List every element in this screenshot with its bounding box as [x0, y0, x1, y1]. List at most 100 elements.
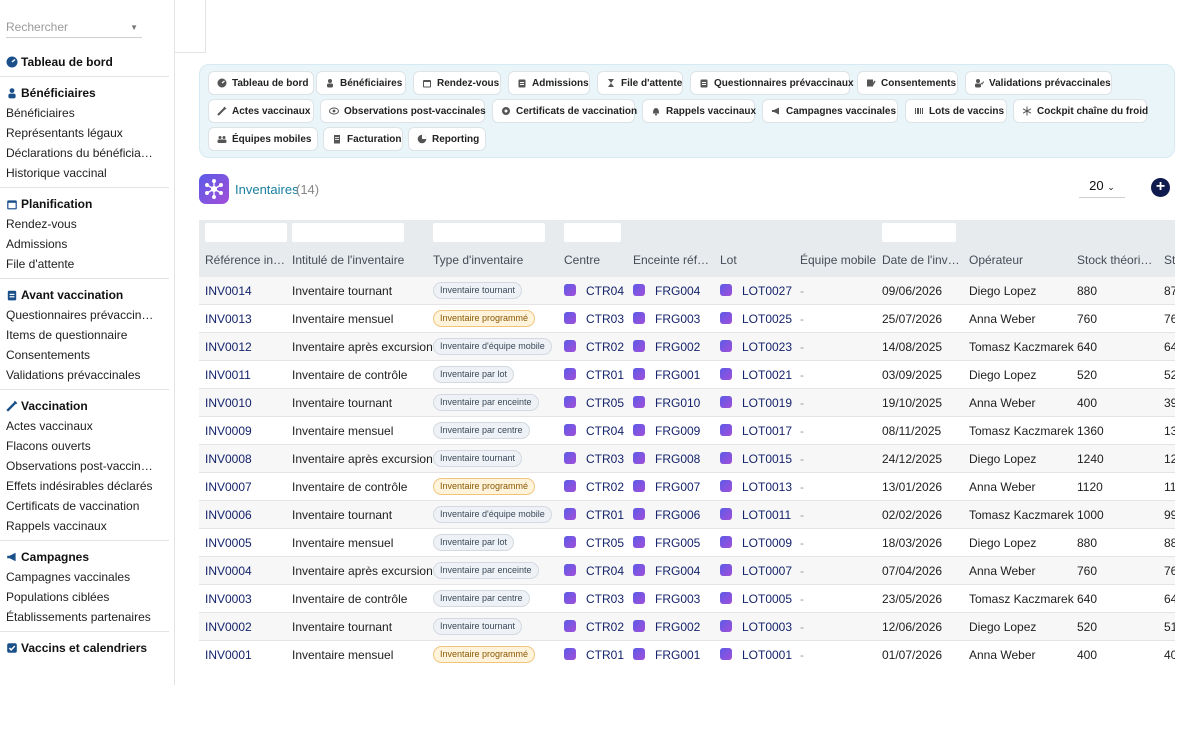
reference-link[interactable]: INV0014 [205, 284, 252, 298]
lot-link[interactable]: LOT0001 [742, 648, 793, 662]
sidebar-section-4[interactable]: Campagnes [0, 547, 169, 567]
sidebar-item[interactable]: Items de questionnaire [6, 328, 128, 342]
sidebar-section-2[interactable]: Avant vaccination [0, 285, 169, 305]
sidebar-item[interactable]: Actes vaccinaux [6, 419, 93, 433]
sidebar-item[interactable]: Déclarations du bénéficia… [6, 146, 153, 160]
chevron-down-icon[interactable]: ▼ [130, 23, 138, 32]
column-filter-input[interactable] [564, 223, 621, 242]
enclosure-link[interactable]: FRG001 [655, 648, 701, 662]
quick-link-button[interactable]: Rendez-vous [413, 71, 501, 95]
table-row[interactable]: INV0004 Inventaire après excursion Inventa… [199, 557, 1175, 585]
centre-link[interactable]: CTR03 [586, 452, 625, 466]
column-header[interactable]: Centre [564, 253, 601, 267]
enclosure-link[interactable]: FRG003 [655, 312, 701, 326]
reference-link[interactable]: INV0013 [205, 312, 252, 326]
enclosure-link[interactable]: FRG007 [655, 480, 701, 494]
enclosure-link[interactable]: FRG002 [655, 340, 701, 354]
lot-link[interactable]: LOT0021 [742, 368, 793, 382]
quick-link-button[interactable]: Cockpit chaîne du froid [1013, 99, 1148, 123]
enclosure-link[interactable]: FRG008 [655, 452, 701, 466]
table-row[interactable]: INV0009 Inventaire mensuel Inventaire par … [199, 417, 1175, 445]
sidebar-item[interactable]: Bénéficiaires [6, 106, 75, 120]
sidebar-item[interactable]: Certificats de vaccination [6, 499, 140, 513]
quick-link-button[interactable]: File d'attente [597, 71, 683, 95]
centre-link[interactable]: CTR05 [586, 536, 625, 550]
enclosure-link[interactable]: FRG005 [655, 536, 701, 550]
column-filter-input[interactable] [433, 223, 545, 242]
reference-link[interactable]: INV0006 [205, 508, 252, 522]
table-row[interactable]: INV0001 Inventaire mensuel Inventaire prog… [199, 641, 1175, 668]
table-row[interactable]: INV0006 Inventaire tournant Inventaire d'é… [199, 501, 1175, 529]
quick-link-button[interactable]: Facturation [323, 127, 403, 151]
sidebar-section-3[interactable]: Vaccination [0, 396, 169, 416]
column-filter-input[interactable] [205, 223, 287, 242]
enclosure-link[interactable]: FRG009 [655, 424, 701, 438]
centre-link[interactable]: CTR04 [586, 424, 625, 438]
centre-link[interactable]: CTR02 [586, 480, 625, 494]
quick-link-button[interactable]: Bénéficiaires [316, 71, 406, 95]
sidebar-item[interactable]: Établissements partenaires [6, 610, 151, 624]
sidebar-item[interactable]: File d'attente [6, 257, 75, 271]
reference-link[interactable]: INV0007 [205, 480, 252, 494]
table-row[interactable]: INV0012 Inventaire après excursion Inventa… [199, 333, 1175, 361]
enclosure-link[interactable]: FRG003 [655, 592, 701, 606]
reference-link[interactable]: INV0004 [205, 564, 252, 578]
reference-link[interactable]: INV0009 [205, 424, 252, 438]
column-header[interactable]: St [1164, 253, 1175, 267]
sidebar-item[interactable]: Rendez-vous [6, 217, 77, 231]
quick-link-button[interactable]: Équipes mobiles [208, 127, 318, 151]
centre-link[interactable]: CTR03 [586, 592, 625, 606]
quick-link-button[interactable]: Certificats de vaccination [492, 99, 637, 123]
centre-link[interactable]: CTR01 [586, 508, 625, 522]
centre-link[interactable]: CTR04 [586, 284, 625, 298]
column-filter-input[interactable] [882, 223, 956, 242]
sidebar-item[interactable]: Admissions [6, 237, 68, 251]
table-row[interactable]: INV0005 Inventaire mensuel Inventaire par … [199, 529, 1175, 557]
sidebar-item[interactable]: Historique vaccinal [6, 166, 107, 180]
table-row[interactable]: INV0014 Inventaire tournant Inventaire tou… [199, 277, 1175, 305]
reference-link[interactable]: INV0010 [205, 396, 252, 410]
table-row[interactable]: INV0007 Inventaire de contrôle Inventaire … [199, 473, 1175, 501]
reference-link[interactable]: INV0012 [205, 340, 252, 354]
lot-link[interactable]: LOT0013 [742, 480, 793, 494]
reference-link[interactable]: INV0003 [205, 592, 252, 606]
enclosure-link[interactable]: FRG010 [655, 396, 701, 410]
centre-link[interactable]: CTR01 [586, 368, 625, 382]
sidebar-item-dashboard[interactable]: Tableau de bord [0, 52, 169, 72]
sidebar-item[interactable]: Observations post-vaccin… [6, 459, 153, 473]
centre-link[interactable]: CTR05 [586, 396, 625, 410]
reference-link[interactable]: INV0008 [205, 452, 252, 466]
quick-link-button[interactable]: Lots de vaccins [905, 99, 1007, 123]
quick-link-button[interactable]: Tableau de bord [208, 71, 314, 95]
sidebar-item[interactable]: Flacons ouverts [6, 439, 91, 453]
column-header[interactable]: Référence in… [205, 253, 286, 267]
column-header[interactable]: Opérateur [969, 253, 1024, 267]
page-size-select[interactable]: 20 ⌄ [1079, 178, 1125, 198]
sidebar-item[interactable]: Validations prévaccinales [6, 368, 141, 382]
lot-link[interactable]: LOT0025 [742, 312, 793, 326]
centre-link[interactable]: CTR02 [586, 340, 625, 354]
sidebar-item[interactable]: Campagnes vaccinales [6, 570, 131, 584]
table-row[interactable]: INV0010 Inventaire tournant Inventaire par… [199, 389, 1175, 417]
centre-link[interactable]: CTR03 [586, 312, 625, 326]
table-row[interactable]: INV0002 Inventaire tournant Inventaire tou… [199, 613, 1175, 641]
quick-link-button[interactable]: Observations post-vaccinales [320, 99, 486, 123]
sidebar-section-1[interactable]: Planification [0, 194, 169, 214]
reference-link[interactable]: INV0001 [205, 648, 252, 662]
enclosure-link[interactable]: FRG006 [655, 508, 701, 522]
quick-link-button[interactable]: Actes vaccinaux [208, 99, 314, 123]
column-header[interactable]: Lot [720, 253, 737, 267]
sidebar-section-5[interactable]: Vaccins et calendriers [0, 638, 169, 658]
reference-link[interactable]: INV0011 [205, 368, 251, 382]
lot-link[interactable]: LOT0003 [742, 620, 793, 634]
sidebar-item[interactable]: Populations ciblées [6, 590, 110, 604]
quick-link-button[interactable]: Rappels vaccinaux [642, 99, 756, 123]
column-header[interactable]: Intitulé de l'inventaire [292, 253, 405, 267]
quick-link-button[interactable]: Consentements [857, 71, 958, 95]
reference-link[interactable]: INV0005 [205, 536, 252, 550]
reference-link[interactable]: INV0002 [205, 620, 252, 634]
lot-link[interactable]: LOT0005 [742, 592, 793, 606]
table-row[interactable]: INV0011 Inventaire de contrôle Inventaire … [199, 361, 1175, 389]
quick-link-button[interactable]: Questionnaires prévaccinaux [690, 71, 854, 95]
lot-link[interactable]: LOT0007 [742, 564, 793, 578]
